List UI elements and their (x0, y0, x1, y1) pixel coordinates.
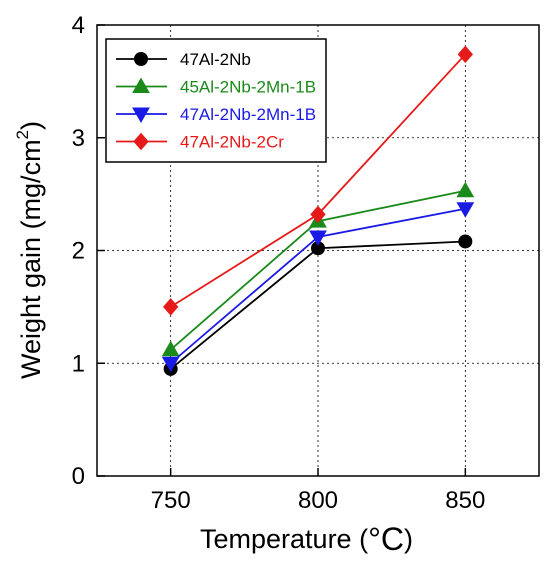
data-point (163, 298, 179, 316)
legend-label: 47Al-2Nb-2Mn-1B (180, 105, 316, 124)
legend-item: 47Al-2Nb (116, 50, 251, 69)
y-tick-label: 1 (72, 350, 85, 377)
series-2 (161, 202, 475, 373)
legend-item: 47Al-2Nb-2Cr (116, 133, 284, 152)
data-point (456, 202, 475, 218)
legend-item: 47Al-2Nb-2Mn-1B (116, 105, 316, 124)
legend-label: 47Al-2Nb-2Cr (180, 133, 284, 152)
data-point (458, 234, 473, 249)
data-point (161, 340, 180, 357)
y-tick-label: 0 (72, 463, 85, 490)
x-tick-label: 850 (445, 487, 485, 514)
legend: 47Al-2Nb 45Al-2Nb-2Mn-1B 47Al-2Nb-2Mn-1B 47… (105, 38, 327, 163)
legend-label: 45Al-2Nb-2Mn-1B (180, 78, 316, 97)
x-tick-label: 800 (298, 487, 338, 514)
y-tick-label: 4 (72, 12, 85, 39)
x-axis-title: Temperature (°C) (200, 521, 413, 557)
x-tick-label: 750 (151, 487, 191, 514)
series-3 (163, 45, 473, 316)
data-point (457, 45, 473, 64)
legend-item: 45Al-2Nb-2Mn-1B (116, 77, 316, 97)
legend-label: 47Al-2Nb (180, 50, 251, 69)
y-tick-label: 3 (72, 125, 85, 152)
legend-marker (134, 52, 148, 66)
legend-marker (133, 132, 149, 151)
data-point (456, 181, 475, 198)
series-layer (161, 45, 475, 376)
y-axis-title: Weight gain (mg/cm2) (13, 121, 46, 379)
axis-ticks: 750 800 850 0 1 2 3 4 (72, 12, 486, 514)
data-point (310, 205, 326, 224)
legend-marker (132, 77, 150, 93)
y-tick-label: 2 (72, 238, 85, 265)
data-point (309, 230, 327, 246)
legend-marker (132, 107, 150, 124)
data-point (161, 356, 180, 373)
